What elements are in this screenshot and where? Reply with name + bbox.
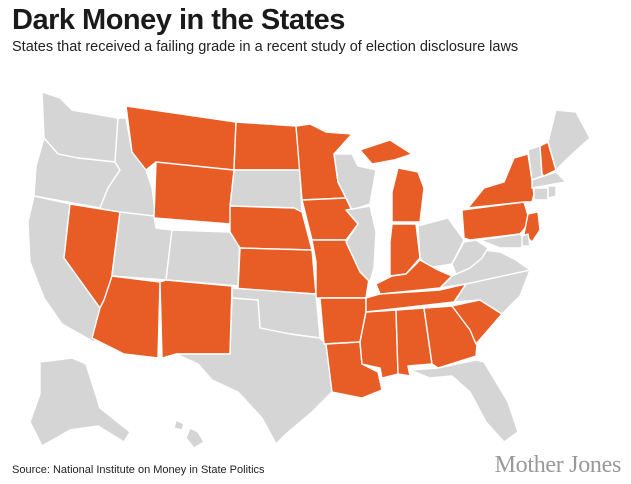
map-title: Dark Money in the States [12, 4, 345, 36]
state-wy [153, 161, 235, 225]
us-states-map [0, 62, 631, 454]
state-hi [173, 419, 185, 431]
state-ar [319, 297, 367, 345]
state-il [345, 205, 377, 283]
state-mt [125, 105, 237, 171]
state-ct [533, 187, 549, 201]
state-mi [359, 139, 413, 165]
state-co [165, 229, 241, 287]
state-ks [237, 247, 317, 295]
state-mi-lower [391, 167, 425, 223]
state-fl [409, 359, 519, 443]
source-note: Source: National Institute on Money in S… [12, 464, 265, 476]
brand-logo: Mother Jones [494, 452, 622, 478]
state-nd [233, 121, 301, 171]
state-wv [451, 239, 489, 275]
state-ri [547, 185, 557, 199]
state-ne [229, 205, 313, 251]
state-ny [467, 153, 535, 209]
state-hi-islands [185, 427, 205, 449]
state-me [547, 109, 591, 171]
state-nm [159, 279, 233, 359]
state-tx [175, 297, 333, 445]
map-subtitle: States that received a failing grade in … [12, 39, 519, 55]
state-nh [539, 141, 557, 177]
state-ak [29, 357, 131, 447]
state-de [521, 233, 531, 247]
state-ma [531, 171, 567, 189]
state-wi [333, 153, 377, 211]
state-ut [111, 211, 173, 281]
